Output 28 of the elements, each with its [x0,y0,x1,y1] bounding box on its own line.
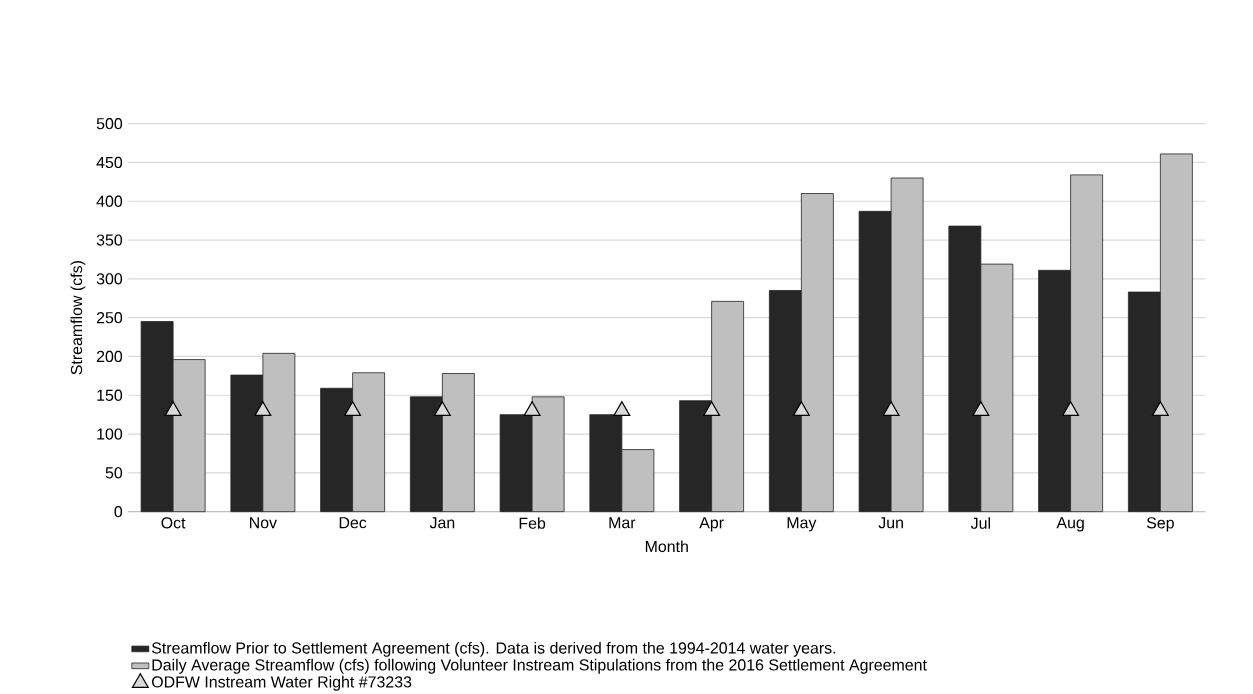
y-tick-label: 100 [97,428,123,440]
x-tick-label: Dec [339,517,367,529]
y-tick-label: 350 [96,234,123,246]
x-tick-label: Feb [519,517,546,529]
y-tick-label: 200 [96,350,123,363]
legend-label: Daily Average Streamflow (cfs) following Volunteer Instream Stipulations from the 2016 Settlement Agreement [152,658,927,674]
legend-label: Streamflow Prior to Settlement Agreement (cfs). Data is derived from the 1994-2014 water years. [151,642,836,657]
y-axis-title: Streamflow (cfs) [70,261,86,375]
x-tick-label: Sep [1146,517,1174,532]
y-tick-label: 0 [114,506,123,518]
y-tick-label: 50 [105,467,123,479]
x-tick-label: Apr [699,517,724,532]
x-tick-label: Aug [1056,517,1084,532]
x-tick-label: Mar [609,517,636,529]
x-axis-title: Month [645,540,688,553]
x-tick-label: Jul [970,517,990,529]
x-tick-label: Oct [161,517,186,529]
x-tick-label: May [787,517,817,532]
y-tick-label: 500 [96,118,123,130]
y-tick-label: 450 [96,156,123,169]
x-tick-label: Jan [429,517,455,529]
y-tick-label: 300 [96,273,123,285]
y-tick-label: 400 [96,195,123,208]
x-tick-label: Jun [878,517,903,529]
y-tick-label: 150 [97,389,123,402]
legend-label: ODFW Instream Water Right #73233 [151,675,412,691]
y-tick-label: 250 [96,312,123,324]
x-tick-label: Nov [250,517,277,529]
